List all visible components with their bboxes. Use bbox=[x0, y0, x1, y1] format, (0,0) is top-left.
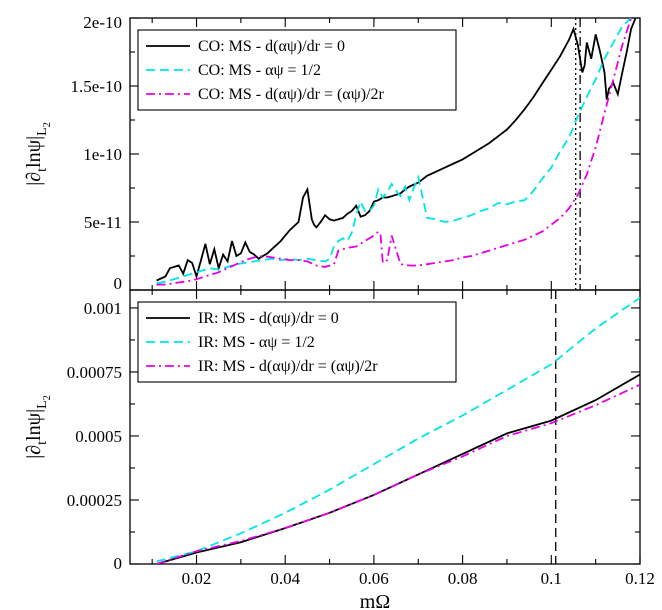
legend-label: IR: MS - d(αψ)/dr = (αψ)/2r bbox=[198, 358, 378, 375]
series-line-2 bbox=[156, 296, 640, 563]
x-tick-label: 0.04 bbox=[270, 569, 300, 588]
y-tick-label: 0.00025 bbox=[67, 491, 122, 510]
legend-box bbox=[137, 29, 457, 111]
legend: IR: MS - d(αψ)/dr = 0 IR: MS - αψ = 1/2 IR… bbox=[137, 301, 457, 383]
y-tick-label: 1e-10 bbox=[83, 145, 122, 164]
x-tick-label: 0.06 bbox=[359, 569, 389, 588]
legend-label: CO: MS - αψ = 1/2 bbox=[198, 62, 321, 79]
y-tick-label: 0 bbox=[114, 274, 123, 293]
legend-label: CO: MS - d(αψ)/dr = 0 bbox=[198, 38, 345, 55]
y-tick-label: 2e-10 bbox=[83, 13, 122, 32]
legend-label: IR: MS - αψ = 1/2 bbox=[198, 334, 315, 351]
y-tick-label: 5e-11 bbox=[84, 213, 122, 232]
y-tick-label: 1.5e-10 bbox=[71, 77, 122, 96]
series-line-3 bbox=[156, 18, 632, 286]
x-tick-label: 0.12 bbox=[625, 569, 655, 588]
y-tick-label: 0.0005 bbox=[75, 427, 122, 446]
x-tick-label: 0.08 bbox=[448, 569, 478, 588]
y-tick-label: 0.001 bbox=[84, 299, 122, 318]
panel-bottom: 0 0.00025 0.0005 0.00075 0.001 0.02 0.04 0.06 0.… bbox=[23, 289, 655, 610]
legend-label: CO: MS - d(αψ)/dr = (αψ)/2r bbox=[198, 86, 384, 103]
y-axis-label: |∂tlnψ|L2 bbox=[23, 395, 53, 458]
legend: CO: MS - d(αψ)/dr = 0 CO: MS - αψ = 1/2 CO… bbox=[137, 29, 457, 111]
panel-top: 0 5e-11 1e-10 1.5e-10 2e-10 |∂tlnψ|L2 CO: MS -… bbox=[23, 13, 641, 293]
series-line-1 bbox=[156, 18, 637, 282]
series-line-3 bbox=[156, 383, 640, 564]
legend-label: IR: MS - d(αψ)/dr = 0 bbox=[198, 310, 339, 327]
x-tick-label: 0.02 bbox=[182, 569, 212, 588]
x-tick-label: 0.1 bbox=[541, 569, 562, 588]
y-tick-label: 0 bbox=[114, 554, 123, 573]
y-tick-label: 0.00075 bbox=[67, 363, 122, 382]
x-axis-label: mΩ bbox=[360, 591, 390, 610]
y-axis-label: |∂tlnψ|L2 bbox=[23, 122, 53, 185]
plot-frame bbox=[129, 289, 641, 565]
legend-box bbox=[137, 301, 457, 383]
series-line-1 bbox=[156, 373, 640, 564]
series-line-2 bbox=[156, 18, 632, 285]
